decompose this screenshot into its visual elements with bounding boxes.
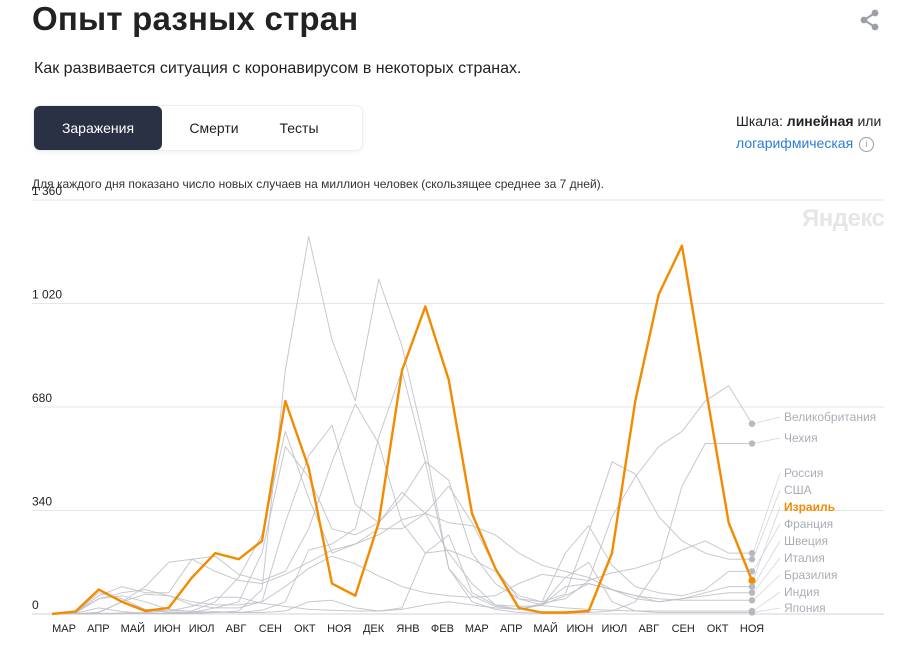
chart-caption: Для каждого дня показано число новых слу… bbox=[32, 177, 604, 191]
x-tick-label: ФЕВ bbox=[431, 623, 454, 635]
series-line-other bbox=[52, 561, 752, 615]
country-label: США bbox=[784, 483, 812, 497]
label-leader bbox=[752, 557, 781, 593]
x-tick-label: МАР bbox=[465, 623, 489, 635]
series-end-marker bbox=[748, 568, 756, 575]
x-tick-label: МАЙ bbox=[121, 622, 145, 635]
x-tick-label: ОКТ bbox=[294, 623, 316, 635]
series-end-marker bbox=[748, 420, 756, 427]
info-icon[interactable]: i bbox=[859, 136, 875, 152]
page-title: Опыт разных стран bbox=[32, 0, 359, 37]
share-icon[interactable] bbox=[856, 6, 884, 34]
series-end-marker bbox=[748, 576, 756, 585]
scale-log-link[interactable]: логарифмическая bbox=[736, 135, 854, 151]
label-leader bbox=[752, 523, 781, 572]
series-line-other bbox=[51, 446, 752, 615]
x-tick-label: ИЮЛ bbox=[602, 623, 628, 635]
country-label: Италия bbox=[784, 551, 825, 565]
tab-deaths[interactable]: Смерти bbox=[189, 120, 239, 136]
y-tick-label: 1 360 bbox=[32, 184, 62, 198]
x-tick-label: ОКТ bbox=[707, 623, 729, 635]
country-label: Великобритания bbox=[784, 410, 876, 424]
x-tick-label: ИЮН bbox=[567, 623, 594, 635]
x-tick-label: СЕН bbox=[259, 623, 282, 635]
scale-prefix: Шкала: bbox=[736, 113, 787, 129]
series-end-marker bbox=[748, 440, 756, 447]
series-line-other bbox=[51, 513, 752, 615]
label-leader bbox=[752, 540, 781, 587]
series-end-marker bbox=[748, 597, 756, 604]
yandex-watermark: Яндекс bbox=[802, 205, 885, 232]
x-tick-label: ИЮН bbox=[154, 623, 181, 635]
label-leader bbox=[752, 574, 781, 601]
series-line-other bbox=[52, 540, 752, 615]
scale-or: или bbox=[853, 113, 882, 129]
series-line-highlight bbox=[51, 244, 754, 616]
country-label: Япония bbox=[784, 601, 826, 615]
scale-linear-option[interactable]: линейная bbox=[786, 113, 854, 129]
label-leader bbox=[752, 416, 781, 425]
page-subtitle: Как развивается ситуация с коронавирусом… bbox=[34, 60, 522, 77]
label-leader bbox=[752, 591, 781, 612]
x-tick-label: АВГ bbox=[226, 623, 247, 635]
series-end-marker bbox=[748, 556, 756, 563]
series-end-marker bbox=[748, 609, 756, 616]
series-line-other bbox=[51, 403, 752, 615]
label-leader bbox=[752, 437, 781, 444]
x-tick-label: НОЯ bbox=[327, 623, 351, 635]
country-label: Чехия bbox=[784, 431, 818, 445]
label-leader bbox=[752, 607, 781, 613]
tab-infections[interactable]: Заражения bbox=[34, 106, 162, 150]
tab-tests[interactable]: Тесты bbox=[279, 120, 319, 136]
country-label: Франция bbox=[784, 517, 833, 531]
series-line-other bbox=[51, 236, 752, 615]
label-leader bbox=[752, 506, 781, 581]
y-tick-label: 680 bbox=[32, 391, 52, 405]
x-tick-label: АПР bbox=[500, 623, 522, 635]
country-label: Индия bbox=[784, 585, 819, 599]
x-tick-label: НОЯ bbox=[740, 623, 764, 635]
series-end-marker bbox=[748, 589, 756, 596]
country-label: Швеция bbox=[784, 534, 828, 548]
x-tick-label: МАР bbox=[52, 623, 76, 635]
metric-tabs: Заражения Смерти Тесты bbox=[34, 106, 362, 150]
x-tick-label: АВГ bbox=[638, 623, 659, 635]
x-tick-label: МАЙ bbox=[533, 622, 557, 635]
country-label: Россия bbox=[784, 466, 823, 480]
label-leader bbox=[752, 489, 781, 560]
country-label: Израиль bbox=[784, 500, 835, 514]
y-tick-label: 0 bbox=[32, 598, 39, 612]
label-leader bbox=[752, 472, 781, 554]
x-tick-label: СЕН bbox=[672, 623, 695, 635]
series-end-marker bbox=[748, 549, 756, 557]
country-label: Бразилия bbox=[784, 568, 838, 582]
x-tick-label: ИЮЛ bbox=[189, 623, 215, 635]
x-tick-label: ЯНВ bbox=[396, 623, 419, 635]
series-end-marker bbox=[748, 583, 756, 590]
y-tick-label: 340 bbox=[32, 495, 52, 509]
x-tick-label: АПР bbox=[87, 623, 109, 635]
scale-selector: Шкала: линейная или логарифмическая i bbox=[736, 110, 881, 154]
x-tick-label: ДЕК bbox=[363, 623, 385, 635]
y-tick-label: 1 020 bbox=[32, 288, 62, 302]
